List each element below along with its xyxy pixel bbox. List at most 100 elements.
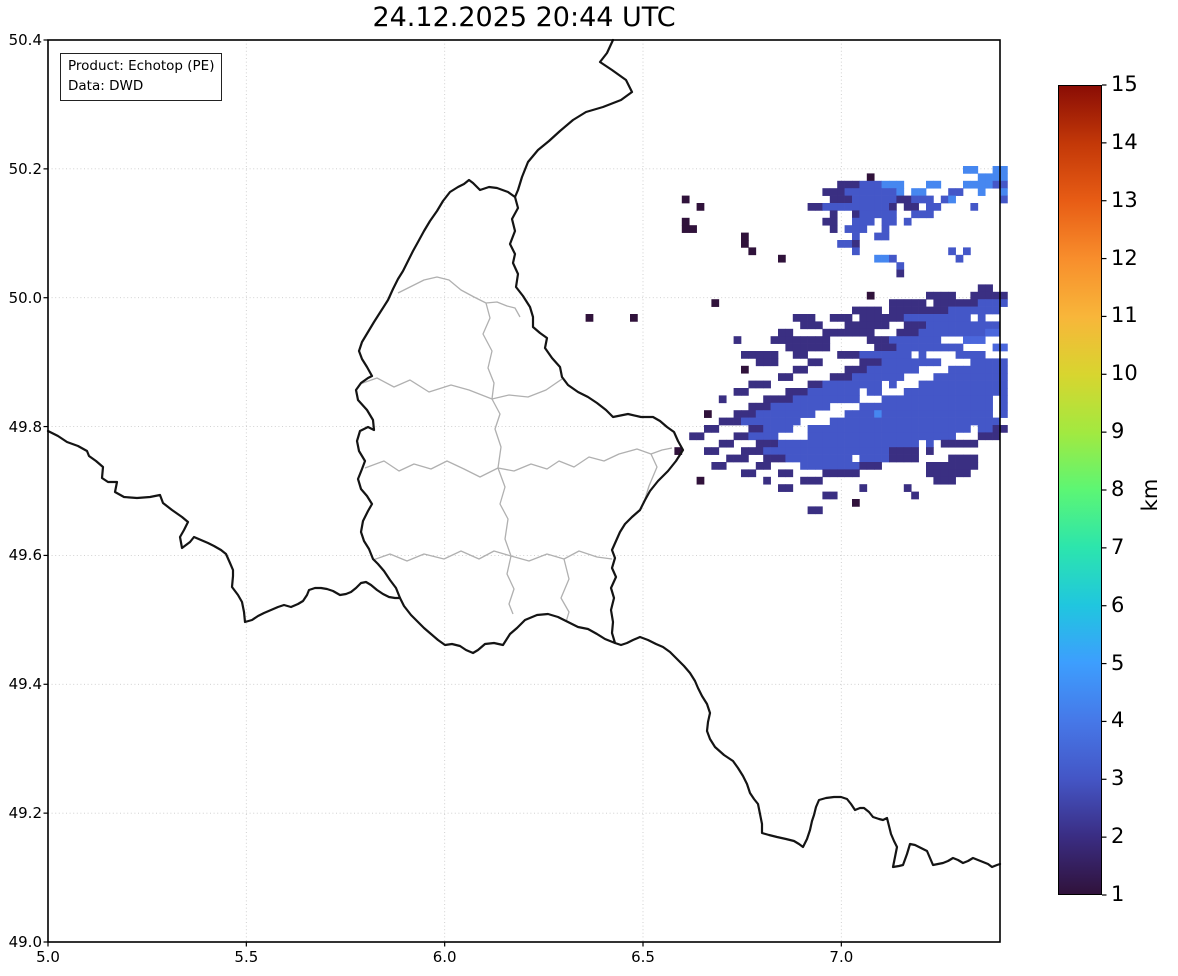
radar-cell	[859, 439, 868, 448]
radar-cell	[866, 358, 875, 367]
radar-cell	[955, 321, 964, 330]
radar-cell	[1000, 343, 1008, 352]
radar-cell	[948, 188, 956, 196]
radar-cell	[881, 432, 890, 441]
radar-cell	[940, 373, 949, 381]
radar-cell	[933, 469, 942, 478]
radar-cell	[911, 314, 919, 322]
radar-cell	[852, 321, 860, 330]
radar-cell	[992, 180, 1001, 189]
radar-cell	[977, 351, 986, 359]
radar-cell	[800, 410, 808, 418]
radar-cell	[829, 328, 838, 337]
radar-cell	[866, 425, 875, 433]
radar-cell	[859, 328, 868, 337]
radar-cell	[881, 203, 890, 211]
radar-cell	[844, 388, 853, 396]
radar-cell	[837, 195, 845, 204]
radar-cell	[837, 351, 845, 359]
radar-cell	[911, 358, 919, 367]
radar-cell	[948, 314, 956, 322]
radar-cell	[829, 203, 838, 211]
radar-cell	[852, 469, 860, 478]
radar-cell	[711, 425, 720, 433]
y-tick-label: 49.0	[8, 933, 42, 951]
radar-cell	[785, 336, 794, 344]
radar-cell	[866, 173, 875, 182]
radar-cell	[748, 469, 757, 478]
radar-cell	[866, 180, 875, 189]
radar-cell	[1000, 291, 1008, 300]
radar-cell	[918, 402, 927, 411]
radar-cell	[889, 395, 897, 404]
radar-cell	[852, 410, 860, 418]
radar-cell	[940, 195, 949, 204]
radar-cell	[955, 462, 964, 470]
radar-cell	[933, 462, 942, 470]
radar-cell	[859, 417, 868, 426]
radar-cell	[940, 395, 949, 404]
radar-cell	[852, 462, 860, 470]
radar-cell	[955, 365, 964, 374]
radar-cell	[859, 180, 868, 189]
radar-cell	[963, 388, 971, 396]
radar-cell	[792, 314, 801, 322]
radar-cell	[933, 410, 942, 418]
radar-cell	[940, 306, 949, 315]
radar-cell	[896, 402, 905, 411]
radar-cell	[889, 447, 897, 455]
radar-cell	[859, 195, 868, 204]
radar-cell	[852, 328, 860, 337]
radar-cell	[852, 210, 860, 219]
radar-cell	[800, 314, 808, 322]
radar-cell	[837, 180, 845, 189]
radar-cell	[926, 306, 934, 315]
radar-cell	[844, 469, 853, 478]
radar-cell	[992, 306, 1001, 315]
radar-cell	[985, 321, 993, 330]
radar-cell	[963, 306, 971, 315]
radar-cell	[844, 395, 853, 404]
radar-cell	[755, 439, 764, 448]
radar-cell	[985, 299, 993, 307]
colorbar-tick-label: 14	[1111, 129, 1138, 154]
radar-cell	[844, 314, 853, 322]
radar-cell	[844, 225, 853, 233]
canton-border	[491, 398, 502, 469]
radar-cell	[881, 188, 890, 196]
radar-cell	[681, 217, 690, 226]
radar-cell	[889, 410, 897, 418]
radar-cell	[807, 321, 816, 330]
radar-cell	[844, 432, 853, 441]
radar-cell	[822, 336, 831, 344]
radar-cell	[741, 351, 749, 359]
radar-cell	[785, 469, 794, 478]
radar-cell	[874, 432, 882, 441]
radar-cell	[889, 365, 897, 374]
radar-cell	[911, 395, 919, 404]
colorbar-tick-label: 13	[1111, 187, 1138, 212]
radar-cell	[903, 388, 912, 396]
radar-cell	[926, 432, 934, 441]
radar-cell	[918, 210, 927, 219]
radar-cell	[763, 447, 771, 455]
radar-cell	[785, 425, 794, 433]
radar-cell	[889, 432, 897, 441]
radar-cell	[763, 402, 771, 411]
radar-cell	[903, 439, 912, 448]
radar-cell	[829, 491, 838, 500]
radar-cell	[918, 425, 927, 433]
radar-cell	[844, 188, 853, 196]
canton-border	[359, 377, 563, 400]
radar-cell	[889, 380, 897, 389]
radar-cell	[829, 388, 838, 396]
radar-cell	[992, 417, 1001, 426]
radar-cell	[829, 395, 838, 404]
radar-cell	[911, 425, 919, 433]
radar-cell	[889, 358, 897, 367]
radar-cell	[778, 469, 786, 478]
radar-cell	[874, 321, 882, 330]
radar-cell	[807, 402, 816, 411]
radar-cell	[844, 462, 853, 470]
radar-cell	[822, 439, 831, 448]
